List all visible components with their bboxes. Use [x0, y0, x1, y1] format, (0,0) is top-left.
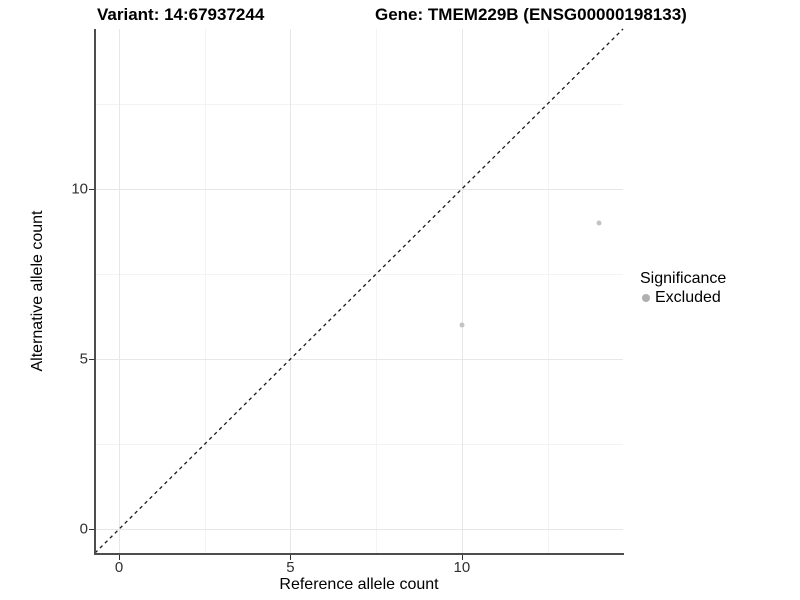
legend-entry-label: Excluded [655, 289, 721, 306]
data-point [596, 220, 602, 226]
y-tick-mark [89, 359, 94, 361]
x-axis-line [94, 553, 624, 555]
legend-title: Significance [640, 270, 727, 287]
y-tick-label: 0 [79, 520, 88, 538]
x-tick-mark [290, 555, 292, 560]
x-minor-gridline [204, 29, 206, 553]
x-major-gridline [290, 29, 292, 553]
y-tick-label: 5 [79, 350, 88, 368]
y-major-gridline [95, 188, 623, 190]
y-axis-label: Alternative allele count [29, 210, 46, 372]
legend-key-dot-icon [642, 294, 650, 302]
y-axis-line [94, 29, 96, 555]
x-minor-gridline [376, 29, 378, 553]
x-axis-label: Reference allele count [279, 576, 439, 593]
x-tick-label: 10 [453, 559, 471, 576]
y-major-gridline [95, 529, 623, 531]
y-tick-label: 10 [71, 180, 88, 198]
y-minor-gridline [95, 103, 623, 105]
x-major-gridline [119, 29, 120, 553]
y-major-gridline [95, 359, 623, 361]
x-tick-label: 0 [114, 559, 124, 576]
y-tick-mark [89, 188, 94, 190]
y-minor-gridline [95, 273, 623, 275]
y-minor-gridline [95, 444, 623, 446]
legend-entry-excluded: Excluded [640, 289, 726, 307]
y-tick-mark [89, 529, 94, 531]
x-major-gridline [461, 29, 463, 553]
identity-line [94, 28, 624, 554]
legend: Significance Excluded [640, 270, 726, 307]
x-tick-mark [461, 555, 463, 560]
x-tick-mark [119, 555, 120, 560]
x-minor-gridline [547, 29, 549, 553]
plot-title-gene: Gene: TMEM229B (ENSG00000198133) [375, 5, 687, 24]
data-point [459, 322, 465, 328]
x-tick-label: 5 [286, 559, 295, 576]
plot-title-variant: Variant: 14:67937244 [97, 5, 265, 24]
